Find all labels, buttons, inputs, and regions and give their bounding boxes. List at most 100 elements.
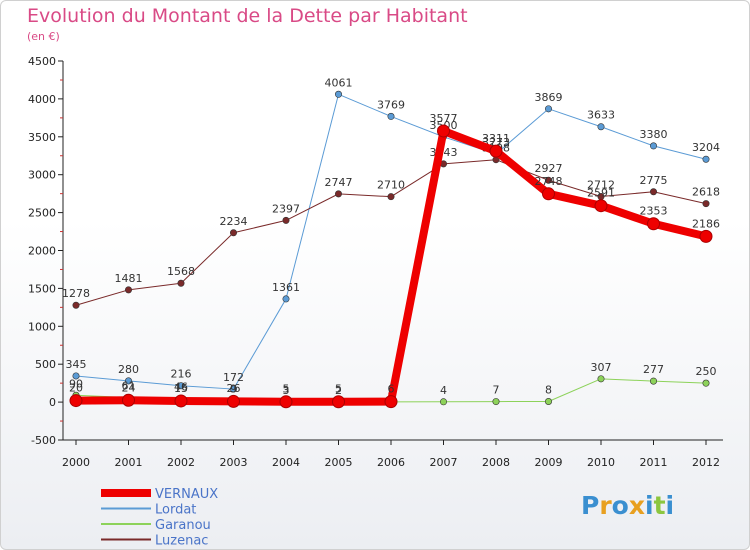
y-tick-label: 0 bbox=[49, 396, 56, 409]
data-label-vernaux: 3577 bbox=[430, 112, 458, 125]
data-point-lordat bbox=[544, 105, 552, 113]
data-label-lordat: 345 bbox=[66, 358, 87, 371]
series-line-vernaux bbox=[492, 147, 553, 198]
series-line-vernaux bbox=[387, 126, 448, 406]
data-label-garanou: 2 bbox=[335, 384, 342, 397]
y-tick-label: 4500 bbox=[28, 55, 56, 68]
legend-label-lordat: Lordat bbox=[155, 503, 196, 518]
data-point-lordat bbox=[230, 385, 238, 393]
series-line-vernaux bbox=[597, 201, 658, 228]
data-label-vernaux: 5 bbox=[283, 383, 290, 396]
data-point-lordat bbox=[334, 90, 342, 98]
x-tick-label: 2002 bbox=[167, 456, 195, 469]
series-line-lordat bbox=[233, 298, 287, 390]
series-line-luzenac bbox=[180, 232, 234, 284]
data-label-lordat: 3769 bbox=[377, 98, 405, 111]
y-tick-label: 1500 bbox=[28, 282, 56, 295]
data-label-luzenac: 2710 bbox=[377, 179, 405, 192]
data-point-luzenac bbox=[544, 176, 552, 184]
data-point-lordat bbox=[177, 382, 185, 390]
x-tick-label: 2000 bbox=[62, 456, 90, 469]
data-label-lordat: 280 bbox=[118, 363, 139, 376]
series-line-lordat bbox=[548, 108, 602, 128]
data-point-vernaux bbox=[174, 394, 188, 408]
data-label-vernaux: 3311 bbox=[482, 132, 510, 145]
data-label-vernaux: 6 bbox=[388, 383, 395, 396]
data-point-vernaux bbox=[699, 229, 713, 243]
data-point-lordat bbox=[649, 142, 657, 150]
data-label-garanou: 7 bbox=[493, 384, 500, 397]
x-tick-label: 2010 bbox=[587, 456, 615, 469]
x-tick-label: 2008 bbox=[482, 456, 510, 469]
data-point-vernaux bbox=[332, 395, 345, 409]
series-line-lordat bbox=[338, 93, 392, 117]
data-point-vernaux bbox=[279, 395, 293, 409]
data-point-vernaux bbox=[489, 144, 503, 158]
data-label-luzenac: 1278 bbox=[62, 287, 90, 300]
data-point-vernaux bbox=[69, 394, 83, 408]
data-label-vernaux: 20 bbox=[69, 382, 83, 395]
series-line-luzenac bbox=[285, 193, 339, 221]
legend-label-garanou: Garanou bbox=[155, 518, 211, 533]
data-point-vernaux bbox=[647, 217, 660, 231]
data-label-luzenac: 2775 bbox=[640, 174, 668, 187]
series-line-luzenac bbox=[128, 282, 182, 291]
data-point-luzenac bbox=[230, 229, 238, 237]
data-label-garanou: 26 bbox=[227, 382, 241, 395]
series-line-luzenac bbox=[338, 193, 392, 198]
data-label-lordat: 1361 bbox=[272, 281, 300, 294]
series-line-garanou bbox=[548, 378, 602, 402]
data-point-luzenac bbox=[177, 279, 185, 287]
series-line-vernaux bbox=[124, 396, 185, 405]
series-line-lordat bbox=[75, 375, 129, 382]
data-label-luzenac: 2747 bbox=[325, 176, 353, 189]
series-line-lordat bbox=[495, 108, 549, 155]
y-tick-label: 3000 bbox=[28, 169, 56, 182]
data-point-vernaux bbox=[227, 394, 240, 408]
data-label-vernaux: 2748 bbox=[535, 175, 563, 188]
series-line-vernaux bbox=[649, 219, 710, 241]
series-line-luzenac bbox=[443, 159, 497, 165]
data-point-luzenac bbox=[649, 188, 657, 196]
data-point-garanou bbox=[702, 379, 710, 387]
series-line-vernaux bbox=[439, 126, 500, 156]
data-point-luzenac bbox=[125, 286, 133, 294]
data-label-lordat: 4061 bbox=[325, 76, 353, 89]
y-tick-label: 4000 bbox=[28, 93, 56, 106]
data-point-lordat bbox=[387, 112, 395, 120]
series-line-lordat bbox=[653, 145, 707, 160]
data-label-lordat: 3204 bbox=[692, 141, 720, 154]
data-label-garanou: 250 bbox=[696, 365, 717, 378]
series-line-lordat bbox=[285, 93, 339, 300]
data-label-vernaux: 9 bbox=[230, 382, 237, 395]
data-label-luzenac: 2397 bbox=[272, 202, 300, 215]
x-tick-label: 2006 bbox=[377, 456, 405, 469]
data-label-luzenac: 2234 bbox=[220, 215, 248, 228]
series-line-garanou bbox=[600, 378, 654, 382]
data-label-lordat: 3869 bbox=[535, 91, 563, 104]
data-point-vernaux bbox=[542, 187, 555, 201]
proxiti-logo: Proxiti bbox=[581, 491, 675, 520]
data-point-vernaux bbox=[384, 395, 398, 409]
series-line-vernaux bbox=[544, 189, 605, 210]
data-point-garanou bbox=[649, 377, 657, 385]
series-line-lordat bbox=[600, 126, 654, 147]
data-label-vernaux: 24 bbox=[122, 381, 136, 394]
x-tick-label: 2003 bbox=[220, 456, 248, 469]
data-point-garanou bbox=[597, 375, 605, 383]
data-point-lordat bbox=[282, 295, 290, 303]
series-line-luzenac bbox=[548, 179, 602, 198]
x-tick-label: 2007 bbox=[430, 456, 458, 469]
data-label-luzenac: 1568 bbox=[167, 265, 195, 278]
data-point-lordat bbox=[125, 377, 133, 385]
data-point-garanou bbox=[492, 398, 500, 406]
data-label-luzenac: 2712 bbox=[587, 179, 615, 192]
legend-label-luzenac: Luzenac bbox=[155, 534, 208, 549]
y-tick-label: -500 bbox=[31, 434, 56, 447]
data-label-vernaux: 15 bbox=[174, 382, 188, 395]
data-label-luzenac: 2927 bbox=[535, 162, 563, 175]
data-label-garanou: 61 bbox=[122, 379, 136, 392]
x-tick-label: 2004 bbox=[272, 456, 300, 469]
data-label-garanou: 8 bbox=[545, 383, 552, 396]
